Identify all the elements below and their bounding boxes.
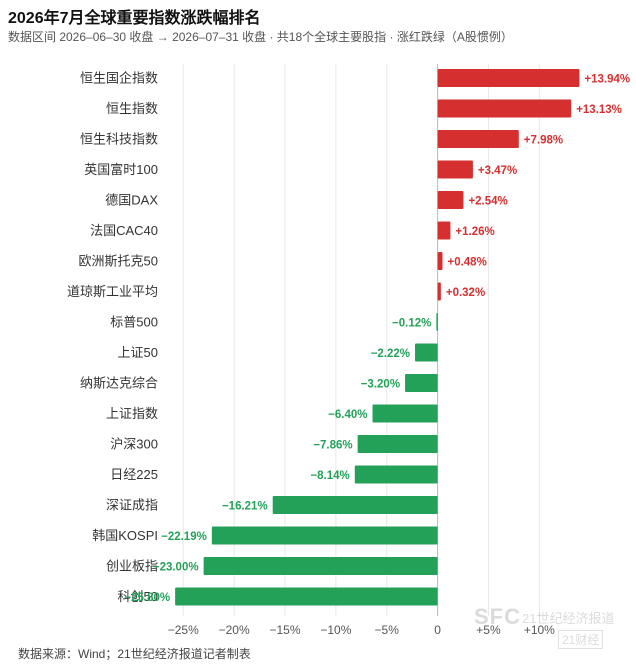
category-label: 韩国KOSPI	[92, 528, 158, 543]
value-label: +13.13%	[576, 104, 622, 116]
x-tick-label: −5%	[375, 623, 400, 637]
bar	[272, 496, 438, 514]
value-label: +0.32%	[446, 287, 485, 299]
value-label: +7.98%	[524, 135, 563, 147]
x-tick-label: +10%	[524, 623, 555, 637]
bar	[437, 221, 451, 240]
category-label: 恒生国企指数	[80, 71, 158, 86]
value-label: −6.40%	[328, 409, 367, 421]
category-label: 上证50	[118, 345, 158, 360]
category-label: 沪深300	[110, 437, 158, 452]
watermark-name: 21世纪经济报道	[522, 611, 615, 626]
value-label: +3.47%	[478, 165, 517, 177]
value-label: −22.19%	[161, 531, 207, 543]
bar	[175, 587, 438, 606]
value-label: −23.00%	[153, 562, 199, 574]
bar	[437, 99, 572, 118]
chart-subtitle: 数据区间 2026–06–30 收盘 → 2026–07–31 收盘 · 共18…	[8, 30, 513, 44]
category-label: 恒生科技指数	[80, 132, 158, 147]
bar	[437, 130, 519, 148]
category-label: 创业板指	[106, 559, 158, 574]
value-label: −0.12%	[392, 318, 431, 330]
bar	[437, 160, 473, 179]
bar	[354, 465, 438, 484]
category-label: 法国CAC40	[90, 223, 158, 238]
bar	[436, 313, 438, 331]
value-label: +13.94%	[584, 74, 630, 86]
category-label: 恒生指数	[106, 101, 158, 116]
bar	[437, 191, 464, 209]
category-label: 欧洲斯托克50	[79, 254, 158, 269]
value-label: −3.20%	[361, 379, 400, 391]
x-tick-label: 0	[434, 623, 441, 637]
watermark: SFC 21世纪经济报道 21财经	[474, 604, 634, 658]
x-tick-label: −25%	[168, 623, 199, 637]
chart-title: 2026年7月全球重要指数涨跌幅排名	[8, 10, 261, 27]
value-label: −7.86%	[313, 440, 352, 452]
bar	[437, 282, 441, 301]
value-label: −8.14%	[310, 470, 349, 482]
watermark-brand: SFC	[474, 604, 521, 629]
data-source-note: 数据来源：Wind；21世纪经济报道记者制表	[18, 647, 251, 661]
category-label: 标普500	[110, 315, 158, 330]
watermark-tag: 21财经	[558, 630, 604, 649]
value-label: +1.26%	[455, 226, 494, 238]
x-axis-ticks: −25% −20% −15% −10% −5% 0 +5% +10%	[168, 623, 555, 637]
value-label: −25.80%	[124, 592, 170, 604]
category-label: 道琼斯工业平均	[67, 284, 158, 299]
value-label: −2.22%	[371, 348, 410, 360]
x-tick-label: −15%	[269, 623, 300, 637]
category-label: 德国DAX	[105, 193, 158, 208]
bar	[415, 343, 438, 362]
value-label: −16.21%	[222, 501, 268, 513]
x-tick-label: −20%	[219, 623, 250, 637]
value-labels: +13.94% +13.13% +7.98% +3.47% +2.54% +1.26% +0…	[124, 74, 630, 605]
bar	[372, 404, 438, 423]
bar	[437, 69, 580, 87]
category-label: 日经225	[110, 467, 158, 482]
x-tick-label: +5%	[476, 623, 501, 637]
bar	[437, 252, 443, 270]
bars	[175, 69, 580, 606]
value-label: +0.48%	[447, 257, 486, 269]
category-label: 科创50	[118, 589, 158, 604]
bar	[211, 526, 438, 545]
category-label: 深证成指	[106, 498, 158, 513]
category-label: 上证指数	[106, 406, 158, 421]
category-label: 纳斯达克综合	[80, 376, 158, 391]
category-label: 英国富时100	[84, 162, 158, 177]
x-tick-label: −10%	[320, 623, 351, 637]
bar	[405, 374, 438, 392]
bar	[357, 435, 438, 453]
gridlines	[182, 64, 540, 616]
value-label: +2.54%	[468, 196, 507, 208]
bar	[203, 557, 438, 575]
